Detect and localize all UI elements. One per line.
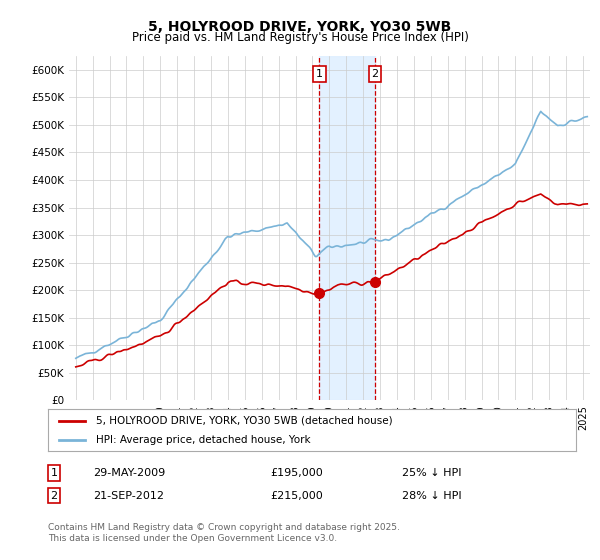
Text: 21-SEP-2012: 21-SEP-2012: [93, 491, 164, 501]
Text: 5, HOLYROOD DRIVE, YORK, YO30 5WB (detached house): 5, HOLYROOD DRIVE, YORK, YO30 5WB (detac…: [95, 416, 392, 426]
Text: 2: 2: [371, 69, 379, 79]
Text: HPI: Average price, detached house, York: HPI: Average price, detached house, York: [95, 435, 310, 445]
Text: Contains HM Land Registry data © Crown copyright and database right 2025.
This d: Contains HM Land Registry data © Crown c…: [48, 524, 400, 543]
Text: 29-MAY-2009: 29-MAY-2009: [93, 468, 165, 478]
Bar: [319, 56, 375, 400]
Text: 1: 1: [50, 468, 58, 478]
Text: 28% ↓ HPI: 28% ↓ HPI: [402, 491, 461, 501]
Text: 2: 2: [50, 491, 58, 501]
Text: £195,000: £195,000: [270, 468, 323, 478]
Text: 5, HOLYROOD DRIVE, YORK, YO30 5WB: 5, HOLYROOD DRIVE, YORK, YO30 5WB: [148, 20, 452, 34]
Text: 1: 1: [316, 69, 323, 79]
Text: 25% ↓ HPI: 25% ↓ HPI: [402, 468, 461, 478]
Text: Price paid vs. HM Land Registry's House Price Index (HPI): Price paid vs. HM Land Registry's House …: [131, 31, 469, 44]
Text: £215,000: £215,000: [270, 491, 323, 501]
